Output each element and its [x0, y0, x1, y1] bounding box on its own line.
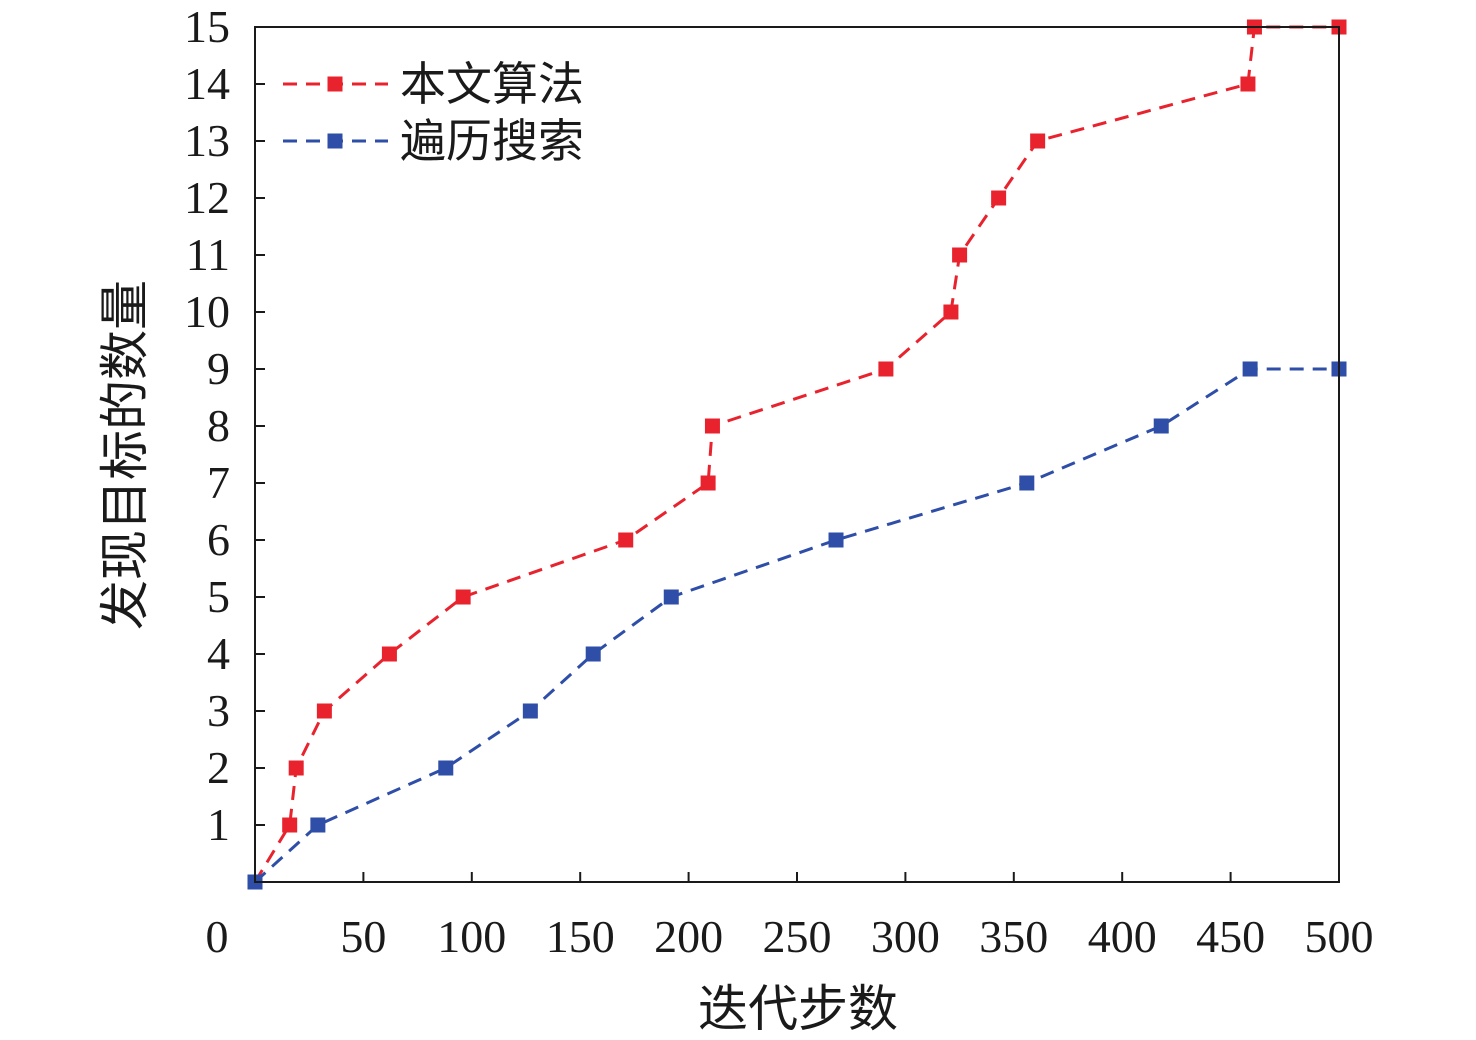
- data-point: [878, 361, 894, 377]
- series-2: [247, 361, 1347, 890]
- legend-item: 遍历搜索: [283, 114, 584, 168]
- data-point: [952, 247, 968, 263]
- x-tick-label: 500: [1305, 911, 1374, 962]
- x-axis-ticks: 0 50 100 150 200 250 300 350 400 450 500: [206, 872, 1374, 962]
- y-tick-label: 2: [207, 742, 230, 793]
- data-point: [288, 760, 304, 776]
- x-tick-label: 300: [871, 911, 940, 962]
- data-point: [438, 760, 454, 776]
- y-tick-label: 11: [186, 229, 230, 280]
- data-point: [991, 190, 1007, 206]
- data-point: [316, 703, 332, 719]
- legend-marker: [327, 133, 343, 149]
- y-tick-label: 5: [207, 571, 230, 622]
- data-point: [282, 817, 298, 833]
- x-tick-label: 250: [763, 911, 832, 962]
- y-tick-label: 9: [207, 343, 230, 394]
- data-point: [381, 646, 397, 662]
- data-point: [704, 418, 720, 434]
- y-tick-label: 13: [184, 115, 230, 166]
- legend-item: 本文算法: [283, 57, 584, 111]
- data-point: [522, 703, 538, 719]
- data-point: [828, 532, 844, 548]
- x-tick-label: 450: [1196, 911, 1265, 962]
- legend-marker: [327, 76, 343, 92]
- x-tick-label: 400: [1088, 911, 1157, 962]
- data-point: [1030, 133, 1046, 149]
- series-line: [253, 367, 1339, 884]
- y-axis-title: 发现目标的数量: [96, 280, 154, 630]
- y-tick-label: 4: [207, 628, 230, 679]
- y-tick-label: 14: [184, 58, 230, 109]
- y-tick-label: 1: [207, 799, 230, 850]
- x-tick-label: 50: [340, 911, 386, 962]
- data-point: [943, 304, 959, 320]
- y-tick-label: 6: [207, 514, 230, 565]
- y-tick-label: 10: [184, 286, 230, 337]
- data-point: [585, 646, 601, 662]
- y-tick-label: 3: [207, 685, 230, 736]
- data-point: [618, 532, 634, 548]
- y-tick-label: 12: [184, 172, 230, 223]
- x-tick-label: 200: [654, 911, 723, 962]
- x-tick-label: 0: [206, 911, 229, 962]
- x-tick-label: 100: [437, 911, 506, 962]
- x-tick-label: 350: [979, 911, 1048, 962]
- y-tick-label: 7: [207, 457, 230, 508]
- x-axis-title: 迭代步数: [698, 980, 898, 1038]
- data-point: [700, 475, 716, 491]
- series-layer: [247, 19, 1347, 890]
- data-point: [310, 817, 326, 833]
- data-point: [1240, 76, 1256, 92]
- data-point: [1153, 418, 1169, 434]
- data-point: [455, 589, 471, 605]
- data-point: [1019, 475, 1035, 491]
- legend-label: 遍历搜索: [400, 114, 584, 168]
- legend-label: 本文算法: [400, 57, 584, 111]
- series-1: [247, 19, 1347, 890]
- x-tick-label: 150: [546, 911, 615, 962]
- data-point: [663, 589, 679, 605]
- data-point: [1242, 361, 1258, 377]
- y-tick-label: 15: [184, 1, 230, 52]
- y-tick-label: 8: [207, 400, 230, 451]
